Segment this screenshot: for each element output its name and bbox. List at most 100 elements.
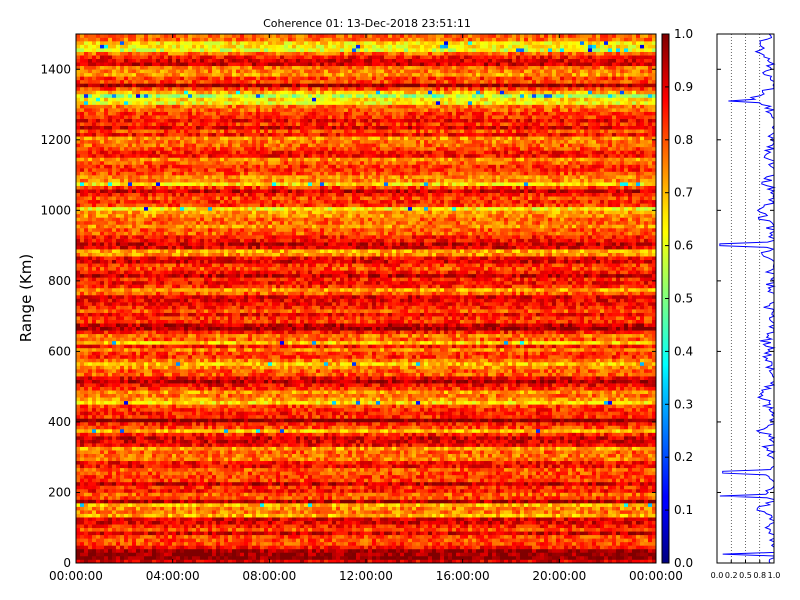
heatmap-cell [368,541,373,546]
heatmap-cell [232,471,237,476]
heatmap-cell [184,510,189,514]
heatmap-cell [104,520,109,525]
heatmap-cell [248,548,253,553]
heatmap-cell [244,527,249,532]
heatmap-cell [120,555,125,560]
heatmap-cell [120,478,125,483]
heatmap-cell [184,538,189,543]
heatmap-cell [224,524,229,529]
heatmap-cell [308,538,313,543]
heatmap-cell [104,446,109,451]
heatmap-cell [324,510,329,514]
heatmap-cell [648,478,653,483]
heatmap-cell [404,457,409,462]
heatmap-cell [624,481,629,486]
heatmap-cell [532,453,537,458]
heatmap-cell [76,446,81,451]
heatmap-cell [232,474,237,479]
heatmap-cell [316,439,321,444]
heatmap-cell [120,506,125,511]
heatmap-cell [292,510,297,514]
heatmap-cell [592,541,597,546]
heatmap-cell [348,495,353,500]
heatmap-cell [644,531,649,536]
heatmap-cell [452,467,457,472]
heatmap-cell [548,457,553,462]
heatmap-cell [184,443,189,447]
heatmap-cell [148,450,153,454]
heatmap-cell [192,534,197,539]
heatmap-cell [304,503,309,507]
heatmap-cell [344,488,349,493]
heatmap-cell [280,478,285,483]
heatmap-cell [112,474,117,479]
heatmap-cell [208,555,213,560]
heatmap-cell [336,534,341,539]
heatmap-cell [520,453,525,458]
heatmap-cell [248,495,253,500]
heatmap-cell [612,517,617,521]
heatmap-cell [604,531,609,536]
heatmap-cell [188,457,193,462]
heatmap-cell [344,495,349,500]
heatmap-cell [384,555,389,560]
heatmap-cell [540,499,545,504]
heatmap-cell [544,492,549,497]
heatmap-cell [288,548,293,553]
heatmap-cell [652,471,657,476]
heatmap-cell [252,467,257,472]
heatmap-cell [372,552,377,557]
heatmap-cell [436,545,441,550]
heatmap-cell [420,478,425,483]
heatmap-cell [212,510,217,514]
heatmap-cell [304,517,309,521]
heatmap-cell [652,443,657,447]
heatmap-cell [424,485,429,490]
heatmap-cell [536,555,541,560]
heatmap-cell [360,478,365,483]
heatmap-cell [548,527,553,532]
heatmap-cell [248,510,253,514]
heatmap-cell [644,450,649,454]
heatmap-cell [620,527,625,532]
heatmap-cell [148,545,153,550]
heatmap-cell [472,555,477,560]
heatmap-cell [596,460,601,465]
heatmap-cell [404,478,409,483]
heatmap-cell [332,439,337,444]
heatmap-cell [608,517,613,521]
heatmap-cell [460,495,465,500]
heatmap-cell [244,559,249,564]
heatmap-cell [252,488,257,493]
heatmap-cell [224,545,229,550]
heatmap-cell [104,538,109,543]
heatmap-cell [460,527,465,532]
heatmap-cell [524,548,529,553]
heatmap-cell [184,488,189,493]
heatmap-cell [632,457,637,462]
heatmap-cell [524,467,529,472]
heatmap-cell [524,506,529,511]
heatmap-cell [156,534,161,539]
heatmap-cell [84,513,89,518]
heatmap-cell [416,531,421,536]
heatmap-cell [156,492,161,497]
heatmap-cell [164,446,169,451]
heatmap-cell [104,555,109,560]
heatmap-cell [376,548,381,553]
heatmap-cell [96,488,101,493]
heatmap-cell [252,520,257,525]
heatmap-cell [416,517,421,521]
heatmap-cell [280,531,285,536]
heatmap-cell [368,524,373,529]
heatmap-cell [268,488,273,493]
heatmap-cell [76,506,81,511]
heatmap-cell [100,485,105,490]
heatmap-cell [556,534,561,539]
heatmap-cell [616,555,621,560]
heatmap-cell [184,534,189,539]
heatmap-cell [460,548,465,553]
heatmap-cell [288,443,293,447]
heatmap-cell [152,513,157,518]
heatmap-cell [616,457,621,462]
